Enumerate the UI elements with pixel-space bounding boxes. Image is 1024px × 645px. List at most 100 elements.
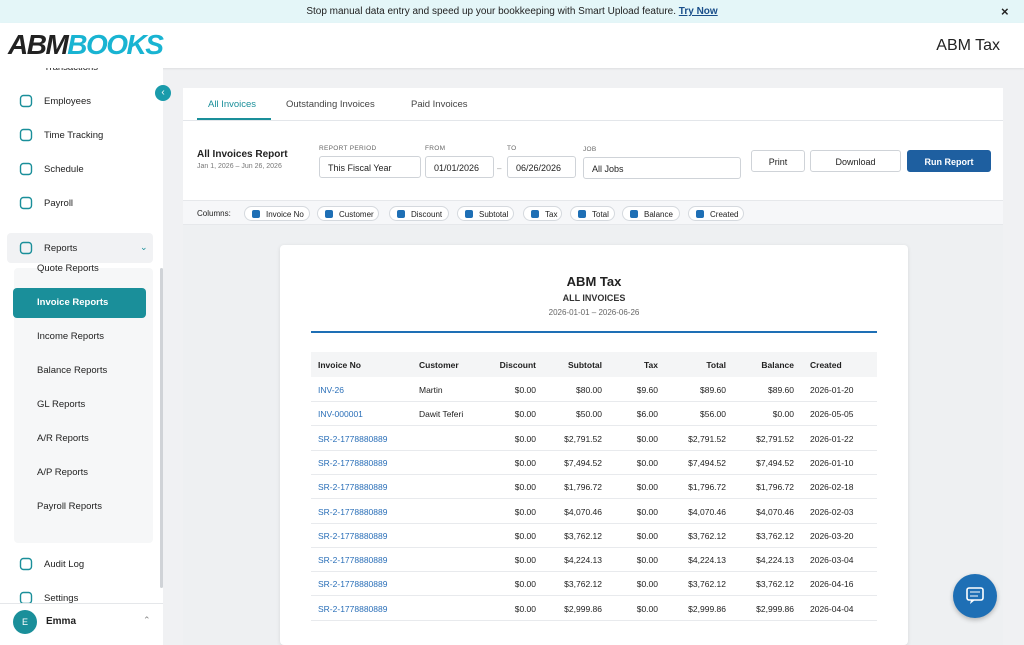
table-cell: 2026-03-04 bbox=[810, 555, 854, 566]
table-cell: $2,999.86 bbox=[688, 603, 726, 614]
table-cell: $4,070.46 bbox=[756, 506, 794, 517]
nav-item[interactable]: Schedule bbox=[44, 164, 84, 175]
nav-icon bbox=[19, 128, 33, 142]
table-cell: $1,796.72 bbox=[688, 482, 726, 493]
table-header-bg bbox=[311, 352, 877, 377]
invoice-link[interactable]: SR-2-1778880889 bbox=[318, 433, 388, 444]
table-cell: $0.00 bbox=[636, 506, 658, 517]
table-cell: $7,494.52 bbox=[564, 457, 602, 468]
table-cell: Dawit Teferi bbox=[419, 409, 464, 420]
table-cell: 2026-04-16 bbox=[810, 579, 854, 590]
table-cell: 2026-03-20 bbox=[810, 530, 854, 541]
table-cell: $0.00 bbox=[514, 530, 536, 541]
chevron: ⌃ bbox=[143, 615, 151, 625]
invoice-link[interactable]: SR-2-1778880889 bbox=[318, 555, 388, 566]
table-cell: $2,999.86 bbox=[564, 603, 602, 614]
column-toggle[interactable]: Customer bbox=[317, 206, 379, 221]
field-label: TO bbox=[507, 145, 517, 152]
table-cell: $89.60 bbox=[700, 385, 726, 395]
table-cell: 2026-01-20 bbox=[810, 385, 854, 395]
collapse-button[interactable]: ‹ bbox=[155, 85, 171, 101]
table-cell: $0.00 bbox=[514, 385, 536, 395]
column-toggle[interactable]: Created bbox=[688, 206, 744, 221]
report-link[interactable]: A/P Reports bbox=[37, 467, 89, 478]
banner-close[interactable]: × bbox=[1001, 4, 1009, 19]
table-cell: $4,070.46 bbox=[688, 506, 726, 517]
report-title: All Invoices Report bbox=[197, 149, 288, 160]
tab[interactable]: Outstanding Invoices bbox=[286, 99, 375, 110]
table-cell: $0.00 bbox=[636, 457, 658, 468]
run-report-button[interactable]: Run Report bbox=[907, 150, 991, 172]
report-link[interactable]: Payroll Reports bbox=[37, 501, 102, 512]
nav-item[interactable]: Reports bbox=[44, 243, 78, 254]
nav-item[interactable]: Settings bbox=[44, 593, 79, 604]
invoice-link[interactable]: SR-2-1778880889 bbox=[318, 457, 388, 468]
nav-item-partial[interactable]: Transactions bbox=[44, 68, 98, 73]
table-cell: $3,762.12 bbox=[564, 530, 602, 541]
print-button[interactable]: Print bbox=[751, 150, 805, 172]
table-cell: $89.60 bbox=[768, 385, 794, 395]
user-name: Emma bbox=[46, 616, 77, 627]
invoice-link[interactable]: SR-2-1778880889 bbox=[318, 603, 388, 614]
row-divider bbox=[311, 595, 877, 597]
report-subtitle: ALL INVOICES bbox=[562, 293, 626, 303]
period-select[interactable]: This Fiscal Year bbox=[319, 156, 421, 178]
invoice-link[interactable]: SR-2-1778880889 bbox=[318, 530, 388, 541]
row-divider bbox=[311, 619, 877, 621]
nav-item[interactable]: Time Tracking bbox=[44, 130, 104, 141]
user-bar[interactable]: E Emma ⌃ bbox=[0, 603, 163, 645]
column-toggle[interactable]: Total bbox=[570, 206, 615, 221]
table-cell: $0.00 bbox=[514, 579, 536, 590]
from-input[interactable]: 01/01/2026 bbox=[425, 156, 494, 178]
column-toggle[interactable]: Subtotal bbox=[457, 206, 514, 221]
nav-item[interactable]: Audit Log bbox=[44, 559, 85, 570]
column-toggle[interactable]: Discount bbox=[389, 206, 449, 221]
invoice-link[interactable]: SR-2-1778880889 bbox=[318, 482, 388, 493]
column-toggle[interactable]: Balance bbox=[622, 206, 680, 221]
invoice-link[interactable]: SR-2-1778880889 bbox=[318, 506, 388, 517]
table-cell: $0.00 bbox=[636, 579, 658, 590]
report-link[interactable]: A/R Reports bbox=[37, 433, 89, 444]
tabs-border bbox=[183, 120, 1003, 121]
table-cell: $2,791.52 bbox=[688, 433, 726, 444]
table-cell: $7,494.52 bbox=[688, 457, 726, 468]
report-link[interactable]: Income Reports bbox=[37, 331, 105, 342]
to-input[interactable]: 06/26/2026 bbox=[507, 156, 576, 178]
invoice-link[interactable]: INV-26 bbox=[318, 385, 344, 395]
table-cell: $3,762.12 bbox=[756, 530, 794, 541]
column-header: Invoice No bbox=[318, 360, 361, 370]
column-toggle[interactable]: Tax bbox=[523, 206, 562, 221]
table-cell: $9.60 bbox=[636, 385, 658, 395]
table-cell: $3,762.12 bbox=[756, 579, 794, 590]
invoice-link[interactable]: INV-000001 bbox=[318, 409, 363, 420]
job-select[interactable]: All Jobs bbox=[583, 157, 741, 179]
table-cell: $0.00 bbox=[514, 506, 536, 517]
report-link[interactable]: Invoice Reports bbox=[37, 297, 109, 308]
nav-item[interactable]: Payroll bbox=[44, 198, 74, 209]
try-now-link[interactable]: Try Now bbox=[678, 6, 718, 17]
column-toggle[interactable]: Invoice No bbox=[244, 206, 310, 221]
table-cell: $0.00 bbox=[636, 603, 658, 614]
table-cell: 2026-02-03 bbox=[810, 506, 854, 517]
report-link[interactable]: GL Reports bbox=[37, 399, 86, 410]
table-cell: $0.00 bbox=[514, 433, 536, 444]
nav-item[interactable]: Employees bbox=[44, 96, 91, 107]
report-link[interactable]: Quote Reports bbox=[37, 263, 99, 274]
scrollbar bbox=[160, 268, 163, 588]
user-avatar: E bbox=[13, 610, 37, 634]
download-button[interactable]: Download bbox=[810, 150, 901, 172]
table-cell: 2026-04-04 bbox=[810, 603, 854, 614]
tab[interactable]: Paid Invoices bbox=[411, 99, 468, 110]
chat-button[interactable] bbox=[953, 574, 997, 618]
tab[interactable]: All Invoices bbox=[208, 99, 257, 110]
report-link[interactable]: Balance Reports bbox=[37, 365, 108, 376]
logo[interactable]: ABMBOOKS bbox=[8, 29, 164, 61]
columns-label: Columns: bbox=[197, 209, 231, 218]
invoice-link[interactable]: SR-2-1778880889 bbox=[318, 579, 388, 590]
column-header: Customer bbox=[419, 360, 459, 370]
report-period: 2026-01-01 – 2026-06-26 bbox=[548, 308, 640, 317]
row-divider bbox=[311, 425, 877, 427]
column-header: Tax bbox=[643, 360, 658, 370]
range-dash: – bbox=[497, 164, 502, 173]
table-cell: $0.00 bbox=[772, 409, 794, 420]
